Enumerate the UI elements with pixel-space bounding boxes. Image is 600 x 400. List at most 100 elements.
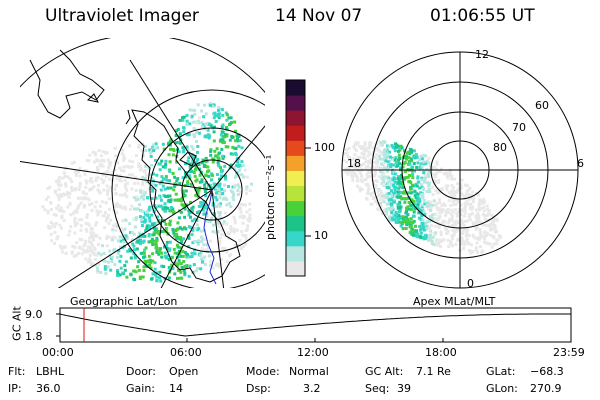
timeline-ytick-min: 1.8 [25,330,43,343]
aurora-pixel [346,172,350,176]
aurora-pixel [111,228,115,232]
aurora-pixel [121,271,125,275]
aurora-pixel [43,208,47,212]
aurora-pixel [154,206,158,210]
aurora-pixel [482,209,486,213]
aurora-pixel [358,145,362,148]
aurora-pixel [204,173,208,177]
aurora-pixel [203,204,207,208]
aurora-pixel [422,162,426,166]
aurora-pixel [190,251,194,255]
aurora-pixel [389,202,393,206]
aurora-pixel [224,211,228,215]
aurora-pixel [178,167,181,171]
aurora-pixel [93,248,97,251]
aurora-pixel [422,171,426,175]
aurora-pixel [359,178,363,182]
aurora-pixel [474,227,478,231]
aurora-pixel [104,201,108,205]
aurora-pixel [97,190,101,193]
aurora-pixel [483,235,487,238]
aurora-pixel [161,177,165,181]
aurora-pixel [169,209,173,213]
aurora-pixel [485,241,489,245]
aurora-pixel [113,222,117,226]
aurora-pixel [219,133,223,137]
aurora-pixel [94,264,98,268]
gain-value: 14 [169,382,183,395]
aurora-pixel [378,175,382,179]
aurora-pixel [454,229,458,233]
aurora-pixel [202,243,206,247]
aurora-pixel [412,233,415,237]
aurora-pixel [218,177,221,181]
aurora-pixel [159,188,163,192]
aurora-pixel [461,208,465,212]
aurora-pixel [215,191,218,195]
aurora-pixel [192,127,196,130]
aurora-pixel [218,240,222,244]
aurora-pixel [460,239,464,243]
aurora-pixel [175,198,179,202]
aurora-pixel [134,216,138,220]
aurora-pixel [108,177,112,181]
aurora-pixel [182,269,186,273]
aurora-pixel [475,224,479,228]
aurora-pixel [345,160,348,164]
aurora-pixel [431,172,434,176]
aurora-pixel [371,174,375,178]
aurora-pixel [462,214,466,218]
aurora-pixel [435,162,439,166]
aurora-pixel [219,192,222,196]
aurora-pixel [236,137,239,141]
colorbar-swatch [286,155,305,171]
aurora-pixel [211,104,214,108]
aurora-pixel [56,182,60,186]
aurora-pixel [163,165,167,169]
aurora-pixel [187,133,191,137]
aurora-pixel [116,204,120,208]
aurora-pixel [483,237,487,240]
aurora-pixel [438,201,441,205]
aurora-pixel [119,254,123,258]
aurora-pixel [213,222,217,226]
aurora-pixel [366,182,369,186]
aurora-pixel [392,218,396,222]
gcalt-label: GC Alt: [365,365,404,378]
aurora-pixel [225,222,229,226]
aurora-pixel [432,242,436,246]
aurora-pixel [243,203,247,207]
aurora-pixel [367,192,371,196]
aurora-pixel [185,119,189,123]
aurora-pixel [190,233,194,237]
aurora-pixel [379,144,382,148]
aurora-pixel [217,164,221,168]
aurora-pixel [141,180,145,183]
aurora-pixel [81,190,85,194]
aurora-pixel [189,226,193,229]
aurora-pixel [390,204,394,208]
aurora-pixel [208,122,212,126]
aurora-pixel [193,252,197,256]
aurora-pixel [425,203,429,207]
aurora-pixel [97,243,101,246]
aurora-pixel [431,193,435,196]
aurora-pixel [189,182,193,186]
aurora-pixel [452,223,456,227]
aurora-pixel [350,173,354,177]
aurora-pixel [353,171,357,175]
aurora-pixel [174,232,178,236]
aurora-pixel [207,174,211,178]
aurora-pixel [455,211,459,215]
aurora-pixel [383,140,387,144]
aurora-pixel [451,228,455,232]
aurora-pixel [160,264,164,268]
aurora-pixel [384,207,388,211]
aurora-pixel [437,226,441,229]
aurora-pixel [227,202,231,206]
aurora-pixel [145,225,149,229]
aurora-pixel [406,221,410,225]
aurora-pixel [129,249,133,253]
aurora-pixel [69,225,73,229]
aurora-pixel [411,173,415,176]
